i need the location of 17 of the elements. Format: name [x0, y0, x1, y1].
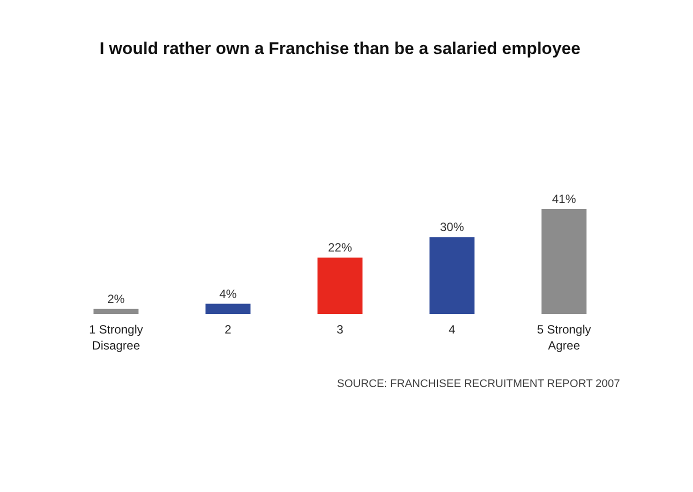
data-label: 2% [107, 292, 125, 306]
source-note: SOURCE: FRANCHISEE RECRUITMENT REPORT 2007 [336, 378, 620, 390]
data-label: 41% [552, 192, 576, 206]
x-tick-label: 2 [224, 322, 232, 336]
x-tick-label: 1 Strongly Disagree [88, 322, 144, 352]
bar [430, 237, 474, 314]
chart-title: I would rather own a Franchise than be a salaried employee [100, 39, 580, 58]
bar [318, 258, 362, 314]
x-tick-label: 4 [448, 322, 456, 336]
data-label: 30% [440, 220, 464, 234]
bar [206, 304, 250, 314]
bar [542, 209, 586, 314]
x-tick-label: 5 Strongly Agree [536, 322, 592, 352]
data-label: 22% [328, 240, 352, 255]
data-label: 4% [219, 286, 237, 301]
x-tick-label: 3 [336, 322, 344, 336]
bar [94, 308, 138, 314]
